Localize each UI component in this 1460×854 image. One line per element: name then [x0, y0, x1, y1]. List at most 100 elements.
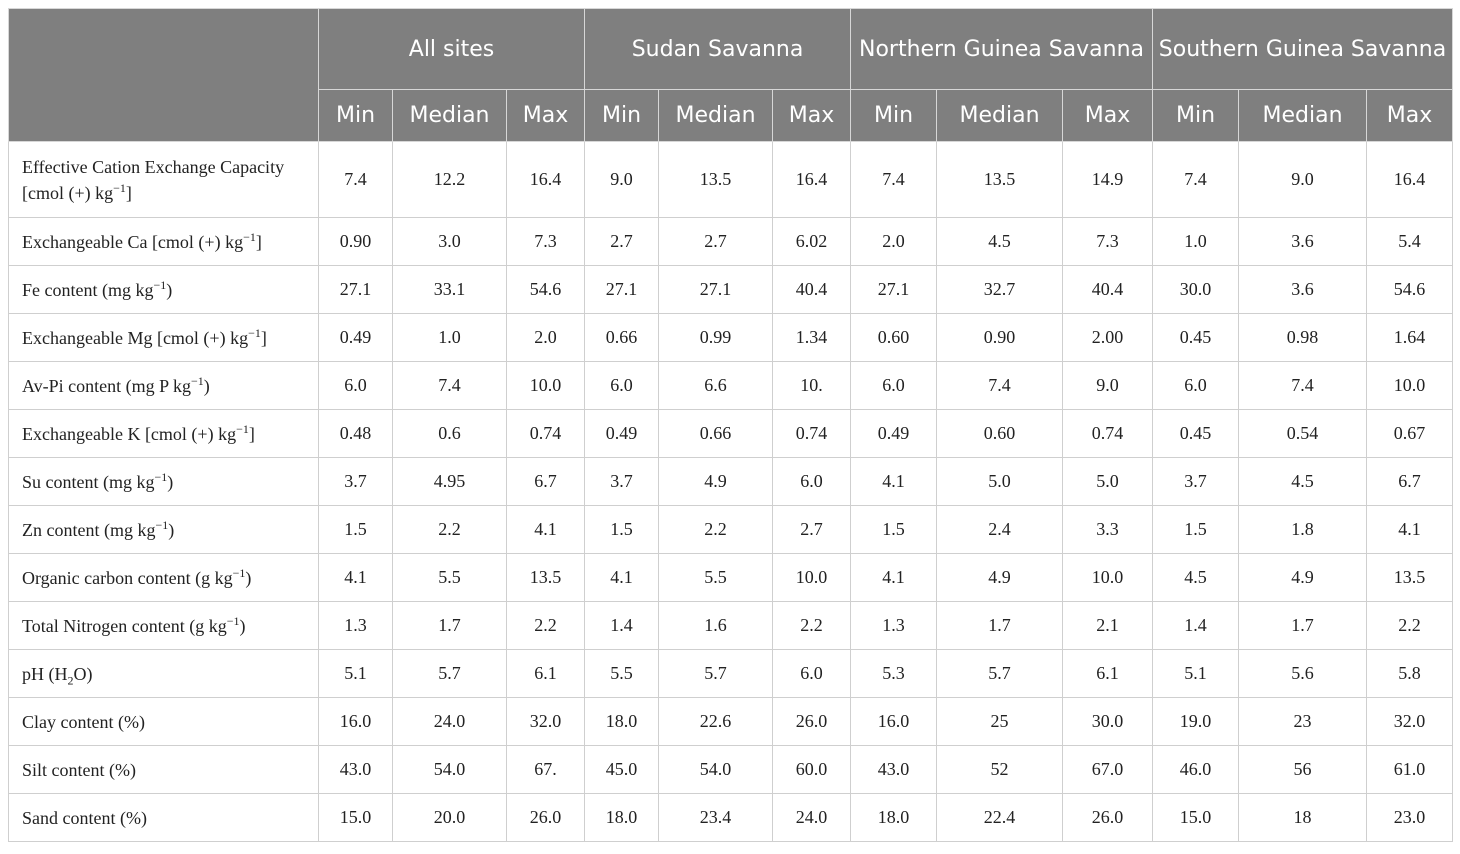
row-label: Organic carbon content (g kg−1) — [8, 553, 319, 602]
value-cell: 14.9 — [1062, 141, 1154, 218]
value-cell: 6.1 — [505, 649, 586, 698]
stat-header-max: Max — [505, 89, 586, 142]
table-row: Zn content (mg kg−1) 1.5 2.2 4.1 1.5 2.2 2.7 1.… — [8, 505, 1454, 554]
value-cell: 15.0 — [1152, 793, 1240, 842]
table-row: Exchangeable K [cmol (+) kg−1] 0.48 0.6 0.7… — [8, 409, 1454, 458]
stat-header-min: Min — [584, 89, 660, 142]
value-cell: 2.2 — [505, 601, 586, 650]
value-cell: 0.48 — [318, 409, 393, 458]
value-cell: 13.5 — [505, 553, 586, 602]
stat-header-median: Median — [392, 89, 507, 142]
value-cell: 46.0 — [1152, 745, 1240, 794]
row-label-text: Organic carbon content (g kg — [22, 567, 233, 588]
row-label-tail: ) — [239, 615, 246, 636]
value-cell: 19.0 — [1152, 697, 1240, 746]
value-cell: 16.4 — [772, 141, 852, 218]
value-cell: 32.7 — [936, 265, 1064, 314]
value-cell: 1.5 — [318, 505, 393, 554]
value-cell: 4.9 — [1238, 553, 1368, 602]
value-cell: 4.5 — [936, 217, 1064, 266]
row-label-text: Clay content (%) — [22, 711, 145, 732]
value-cell: 24.0 — [772, 793, 852, 842]
row-label: Exchangeable Ca [cmol (+) kg−1] — [8, 217, 319, 266]
row-label: Av-Pi content (mg P kg−1) — [8, 361, 319, 410]
value-cell: 2.7 — [772, 505, 852, 554]
row-label-tail: ] — [255, 231, 262, 252]
value-cell: 4.1 — [584, 553, 660, 602]
unit-exponent: −1 — [113, 180, 126, 195]
value-cell: 1.4 — [584, 601, 660, 650]
row-label: Exchangeable K [cmol (+) kg−1] — [8, 409, 319, 458]
value-cell: 6.1 — [1062, 649, 1154, 698]
table-row: Su content (mg kg−1) 3.7 4.95 6.7 3.7 4.9 6.0 4… — [8, 457, 1454, 506]
value-cell: 6.0 — [772, 649, 852, 698]
row-label-text: Av-Pi content (mg P kg — [22, 375, 191, 396]
value-cell: 10.0 — [505, 361, 586, 410]
unit-exponent: −1 — [232, 565, 246, 580]
value-cell: 0.45 — [1152, 409, 1240, 458]
value-cell: 56 — [1238, 745, 1368, 794]
value-cell: 13.5 — [658, 141, 774, 218]
table-body: Effective Cation Exchange Capacity [cmol… — [8, 141, 1454, 842]
value-cell: 1.7 — [392, 601, 507, 650]
row-label: pH (H2O) — [8, 649, 319, 698]
table-row: Clay content (%) 16.0 24.0 32.0 18.0 22.6 26.0… — [8, 697, 1454, 746]
value-cell: 30.0 — [1152, 265, 1240, 314]
value-cell: 6.0 — [772, 457, 852, 506]
stat-header-median: Median — [936, 89, 1064, 142]
corner-header-cell — [8, 8, 319, 142]
value-cell: 0.6 — [392, 409, 507, 458]
value-cell: 0.66 — [658, 409, 774, 458]
value-cell: 67.0 — [1062, 745, 1154, 794]
value-cell: 30.0 — [1062, 697, 1154, 746]
row-label-tail: ) — [168, 519, 175, 540]
row-label-tail: ) — [203, 375, 210, 396]
row-label-tail: ] — [260, 327, 267, 348]
value-cell: 2.00 — [1062, 313, 1154, 362]
value-cell: 2.2 — [772, 601, 852, 650]
value-cell: 4.1 — [318, 553, 393, 602]
value-cell: 6.0 — [318, 361, 393, 410]
stat-header-median: Median — [1238, 89, 1368, 142]
value-cell: 1.3 — [318, 601, 393, 650]
value-cell: 5.5 — [658, 553, 774, 602]
value-cell: 1.3 — [850, 601, 938, 650]
value-cell: 0.54 — [1238, 409, 1368, 458]
value-cell: 54.0 — [392, 745, 507, 794]
value-cell: 5.7 — [658, 649, 774, 698]
stat-header-min: Min — [318, 89, 393, 142]
value-cell: 54.6 — [505, 265, 586, 314]
value-cell: 0.98 — [1238, 313, 1368, 362]
row-label-text: pH (H — [22, 663, 68, 684]
value-cell: 22.6 — [658, 697, 774, 746]
value-cell: 25 — [936, 697, 1064, 746]
value-cell: 18 — [1238, 793, 1368, 842]
value-cell: 2.7 — [584, 217, 660, 266]
value-cell: 1.7 — [1238, 601, 1368, 650]
value-cell: 0.90 — [936, 313, 1064, 362]
value-cell: 16.0 — [318, 697, 393, 746]
value-cell: 40.4 — [1062, 265, 1154, 314]
table-row: Exchangeable Mg [cmol (+) kg−1] 0.49 1.0 2.… — [8, 313, 1454, 362]
value-cell: 27.1 — [658, 265, 774, 314]
value-cell: 1.0 — [1152, 217, 1240, 266]
value-cell: 0.90 — [318, 217, 393, 266]
unit-exponent: −1 — [154, 469, 168, 484]
row-label: Clay content (%) — [8, 697, 319, 746]
value-cell: 13.5 — [936, 141, 1064, 218]
value-cell: 0.49 — [318, 313, 393, 362]
stat-header-max: Max — [1062, 89, 1154, 142]
value-cell: 26.0 — [772, 697, 852, 746]
value-cell: 23 — [1238, 697, 1368, 746]
value-cell: 26.0 — [505, 793, 586, 842]
value-cell: 5.6 — [1238, 649, 1368, 698]
value-cell: 7.4 — [850, 141, 938, 218]
value-cell: 27.1 — [318, 265, 393, 314]
value-cell: 10.0 — [1366, 361, 1454, 410]
stat-header-max: Max — [1366, 89, 1454, 142]
value-cell: 0.60 — [850, 313, 938, 362]
value-cell: 7.4 — [392, 361, 507, 410]
value-cell: 2.4 — [936, 505, 1064, 554]
value-cell: 5.4 — [1366, 217, 1454, 266]
value-cell: 2.1 — [1062, 601, 1154, 650]
